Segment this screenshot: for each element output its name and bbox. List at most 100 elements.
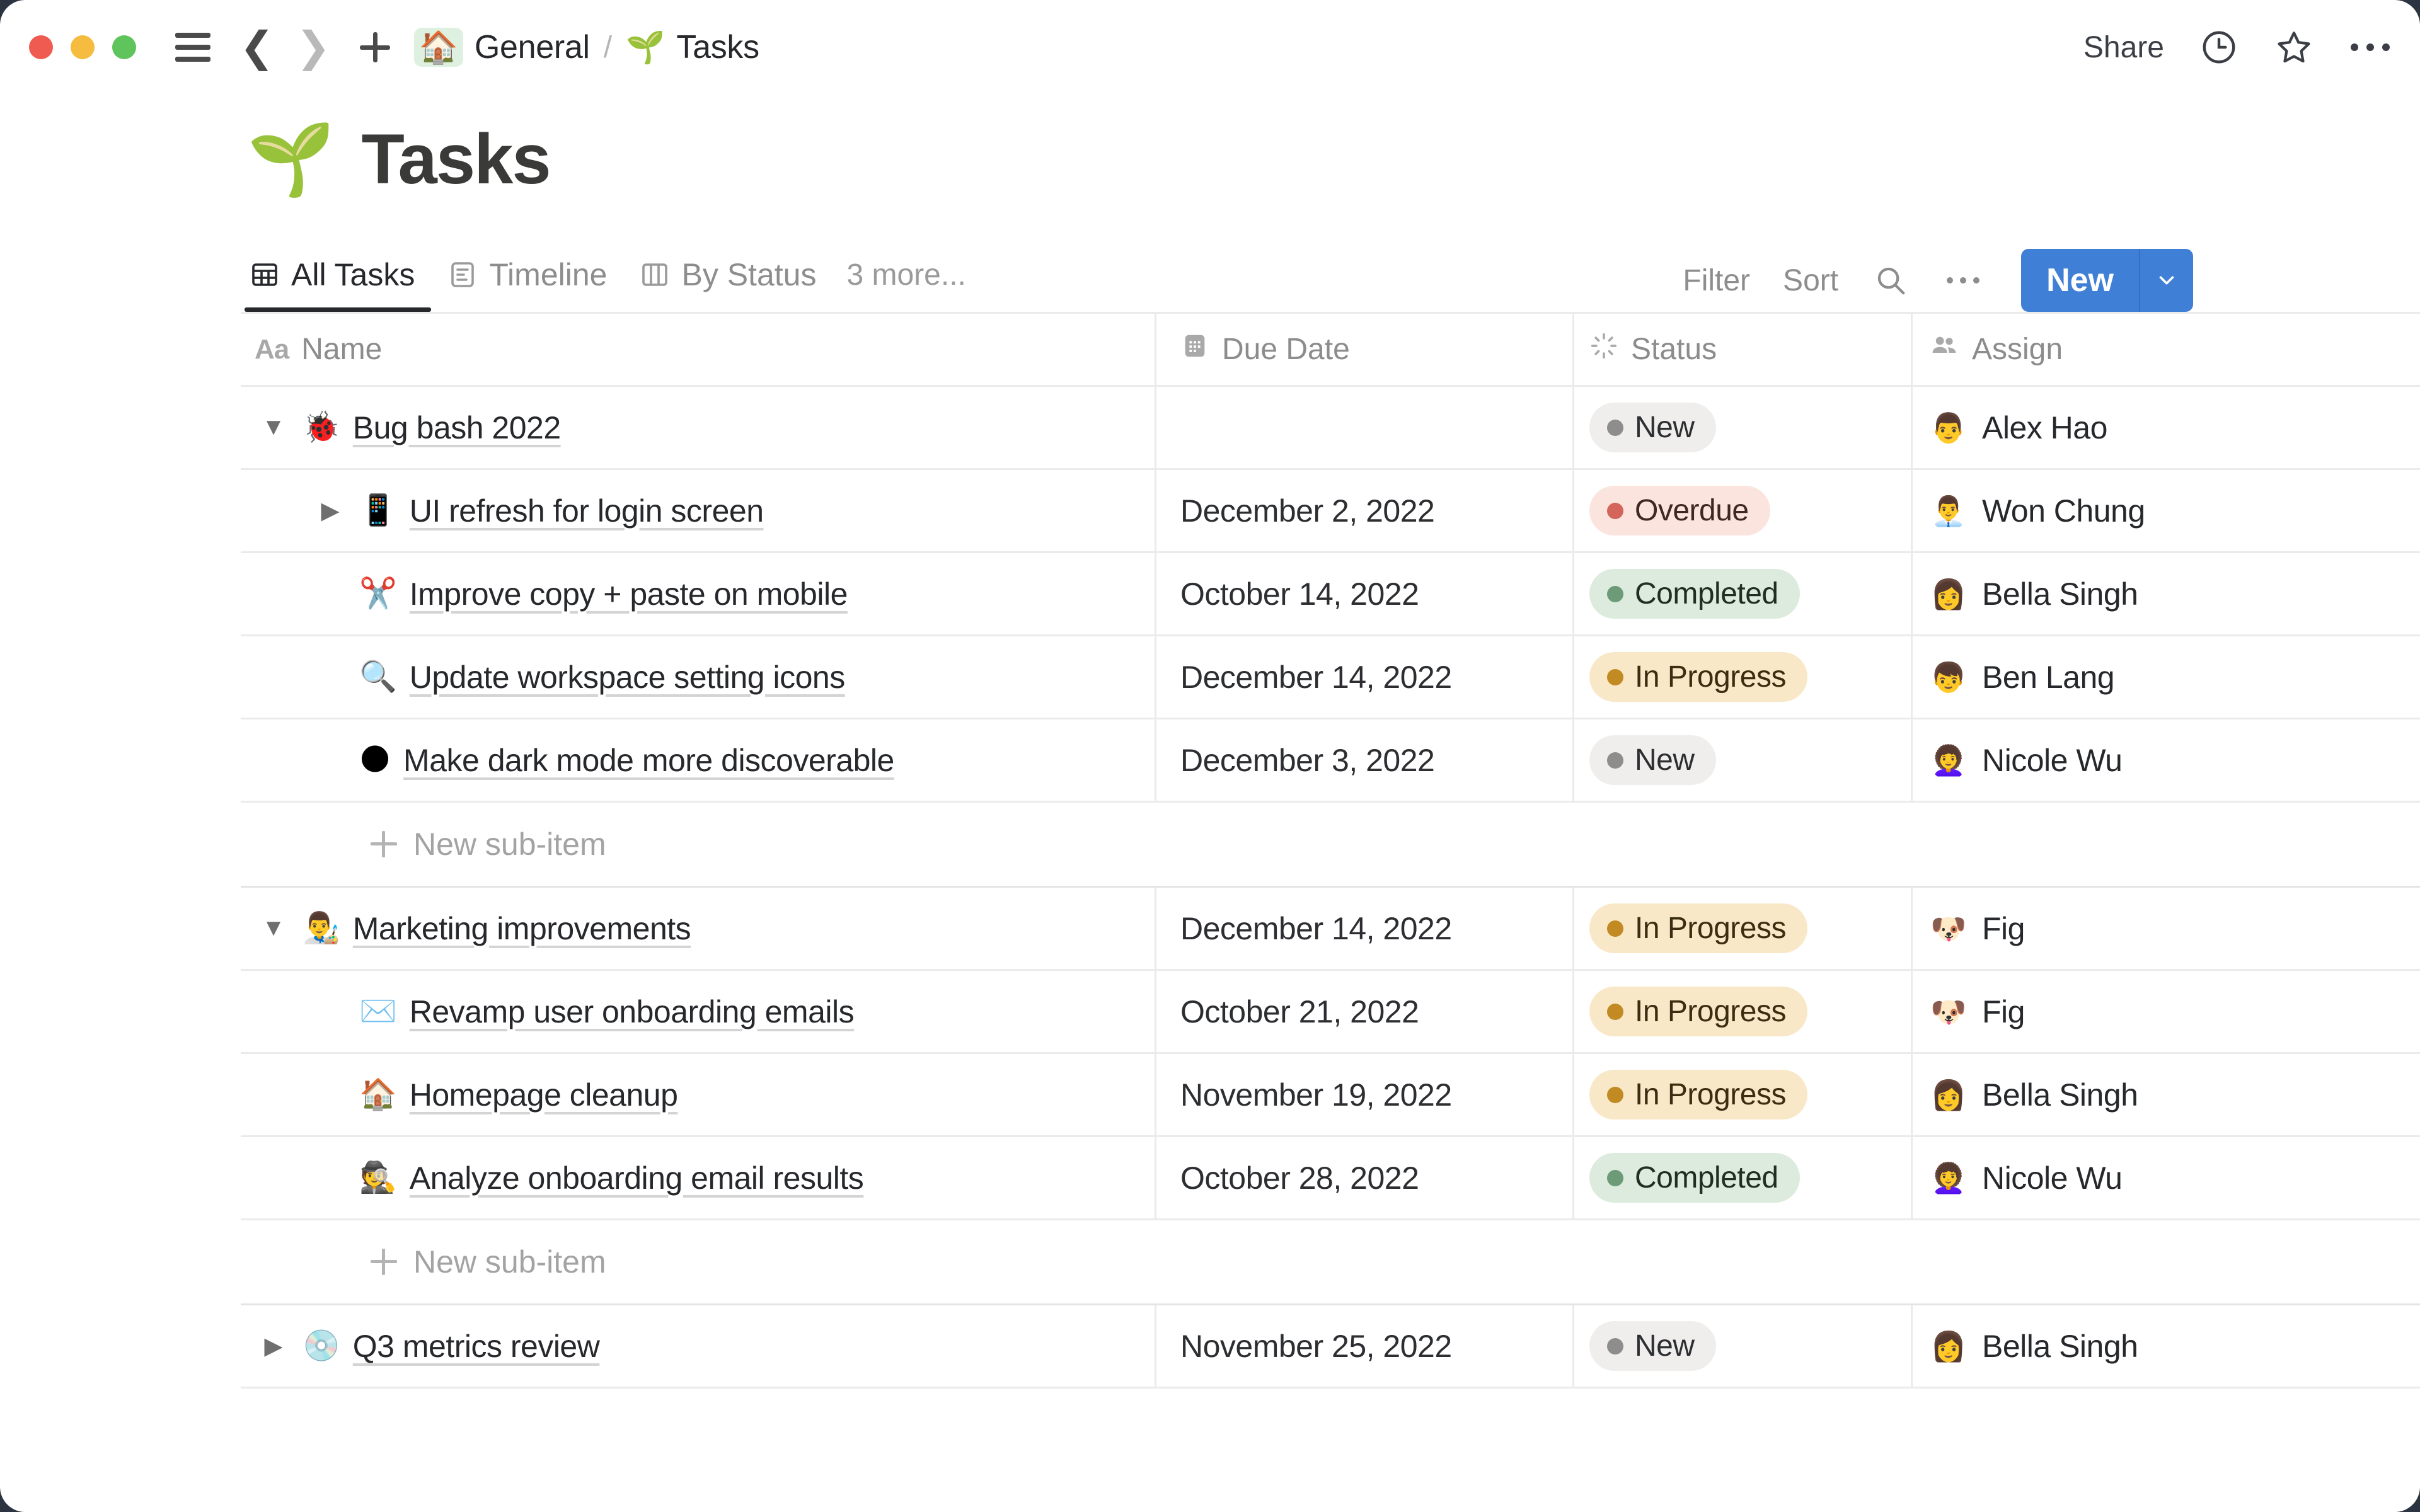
forward-icon[interactable]: ❯ xyxy=(296,23,331,71)
column-header-name[interactable]: Aa Name xyxy=(241,314,1155,385)
cell-status[interactable]: In Progress xyxy=(1572,888,1911,969)
chevron-down-icon[interactable]: ▼ xyxy=(262,414,285,440)
filter-button[interactable]: Filter xyxy=(1683,263,1751,297)
status-dot-icon xyxy=(1607,668,1623,685)
task-name-link[interactable]: Marketing improvements xyxy=(352,910,691,946)
cell-due-date[interactable]: December 2, 2022 xyxy=(1155,470,1572,551)
table-row[interactable]: ▶ 📱 UI refresh for login screen December 2,… xyxy=(241,470,2420,553)
status-label: In Progress xyxy=(1635,1078,1786,1111)
task-name-link[interactable]: Revamp user onboarding emails xyxy=(409,994,855,1029)
cell-assign[interactable]: 👦 Ben Lang xyxy=(1911,636,2420,718)
task-name-link[interactable]: Q3 metrics review xyxy=(352,1328,600,1364)
cell-status[interactable]: In Progress xyxy=(1572,1054,1911,1135)
chevron-right-icon[interactable]: ▶ xyxy=(321,498,340,524)
view-tabbar: All Tasks Timeline By Status xyxy=(245,238,2193,312)
status-label: In Progress xyxy=(1635,660,1786,694)
status-badge: Completed xyxy=(1589,1153,1800,1203)
column-header-assign[interactable]: Assign xyxy=(1911,314,2420,385)
cell-assign[interactable]: 👩 Bella Singh xyxy=(1911,1305,2420,1387)
task-name-link[interactable]: Update workspace setting icons xyxy=(409,659,845,695)
task-name-link[interactable]: Make dark mode more discoverable xyxy=(403,742,894,778)
table-row[interactable]: 🕵️ Analyze onboarding email results Octobe… xyxy=(241,1137,2420,1220)
task-name-link[interactable]: Improve copy + paste on mobile xyxy=(409,576,848,612)
column-header-due-date[interactable]: Due Date xyxy=(1155,314,1572,385)
table-row[interactable]: 🏠 Homepage cleanup November 19, 2022 In Pro… xyxy=(241,1054,2420,1137)
cell-status[interactable]: In Progress xyxy=(1572,971,1911,1052)
cell-status[interactable]: In Progress xyxy=(1572,636,1911,718)
cell-due-date[interactable]: October 28, 2022 xyxy=(1155,1137,1572,1218)
table-row[interactable]: ✂️ Improve copy + paste on mobile October … xyxy=(241,553,2420,636)
cell-due-date[interactable]: December 14, 2022 xyxy=(1155,888,1572,969)
table-row[interactable]: 🌑 Make dark mode more discoverable Decembe… xyxy=(241,719,2420,803)
breadcrumb-item-general[interactable]: 🏠 General xyxy=(413,28,590,67)
table-row[interactable]: 🔍 Update workspace setting icons December … xyxy=(241,636,2420,719)
cell-assign[interactable]: 👩‍🦱 Nicole Wu xyxy=(1911,1137,2420,1218)
cell-status[interactable]: Overdue xyxy=(1572,470,1911,551)
close-window-button[interactable] xyxy=(29,35,53,59)
cell-due-date[interactable] xyxy=(1155,387,1572,468)
cell-due-date[interactable]: November 25, 2022 xyxy=(1155,1305,1572,1387)
back-icon[interactable]: ❮ xyxy=(239,23,275,71)
new-sub-item-row[interactable]: New sub-item xyxy=(241,1220,2420,1305)
table-row[interactable]: ✉️ Revamp user onboarding emails October 2… xyxy=(241,971,2420,1054)
tab-by-status[interactable]: By Status xyxy=(623,238,833,312)
cell-due-date[interactable]: November 19, 2022 xyxy=(1155,1054,1572,1135)
sort-button[interactable]: Sort xyxy=(1783,263,1839,297)
row-emoji-icon: 🌑 xyxy=(359,743,391,777)
status-label: Overdue xyxy=(1635,494,1749,527)
share-button[interactable]: Share xyxy=(2083,30,2164,64)
cell-due-date[interactable]: December 3, 2022 xyxy=(1155,719,1572,801)
cell-due-date[interactable]: December 14, 2022 xyxy=(1155,636,1572,718)
table-row[interactable]: ▼ 🐞 Bug bash 2022 New 👨 Alex Hao xyxy=(241,387,2420,470)
cell-status[interactable]: New xyxy=(1572,719,1911,801)
task-name-link[interactable]: UI refresh for login screen xyxy=(409,493,764,529)
task-name-link[interactable]: Bug bash 2022 xyxy=(352,410,561,445)
table-row[interactable]: ▶ 💿 Q3 metrics review November 25, 2022 New 👩… xyxy=(241,1305,2420,1389)
cell-assign[interactable]: 🐶 Fig xyxy=(1911,971,2420,1052)
breadcrumb-item-tasks[interactable]: 🌱 Tasks xyxy=(626,28,759,66)
board-icon xyxy=(640,260,670,290)
minimize-window-button[interactable] xyxy=(71,35,95,59)
row-emoji-icon: ✂️ xyxy=(359,576,397,610)
new-sub-item-button[interactable]: New sub-item xyxy=(241,803,606,886)
column-header-status[interactable]: Status xyxy=(1572,314,1911,385)
cell-assign[interactable]: 👩 Bella Singh xyxy=(1911,553,2420,634)
new-button[interactable]: New xyxy=(2046,262,2114,299)
cell-assign[interactable]: 👩‍🦱 Nicole Wu xyxy=(1911,719,2420,801)
task-name-link[interactable]: Homepage cleanup xyxy=(409,1077,678,1113)
view-more-icon[interactable] xyxy=(1927,275,2000,286)
column-label-assign: Assign xyxy=(1972,333,2063,366)
cell-status[interactable]: Completed xyxy=(1572,553,1911,634)
new-sub-item-row[interactable]: New sub-item xyxy=(241,803,2420,888)
menu-icon[interactable] xyxy=(175,33,210,62)
breadcrumb-label-general: General xyxy=(474,29,590,66)
history-icon[interactable] xyxy=(2199,28,2238,67)
cell-assign[interactable]: 🐶 Fig xyxy=(1911,888,2420,969)
task-name-link[interactable]: Analyze onboarding email results xyxy=(409,1160,864,1196)
maximize-window-button[interactable] xyxy=(112,35,136,59)
cell-due-date[interactable]: October 21, 2022 xyxy=(1155,971,1572,1052)
avatar: 👩 xyxy=(1930,1078,1967,1111)
tab-all-tasks[interactable]: All Tasks xyxy=(245,238,432,312)
assignee: 👩‍🦱 Nicole Wu xyxy=(1929,1159,2123,1198)
cell-status[interactable]: New xyxy=(1572,387,1911,468)
cell-due-date[interactable]: October 14, 2022 xyxy=(1155,553,1572,634)
chevron-down-icon[interactable]: ▼ xyxy=(262,915,285,941)
table-row[interactable]: ▼ 👨‍🎨 Marketing improvements December 14, 2… xyxy=(241,888,2420,971)
plus-icon[interactable] xyxy=(355,27,395,67)
chevron-right-icon[interactable]: ▶ xyxy=(264,1333,283,1360)
search-icon[interactable] xyxy=(1855,263,1927,297)
cell-status[interactable]: New xyxy=(1572,1305,1911,1387)
cell-status[interactable]: Completed xyxy=(1572,1137,1911,1218)
new-sub-item-button[interactable]: New sub-item xyxy=(241,1220,606,1303)
more-views-button[interactable]: 3 more... xyxy=(846,258,966,292)
cell-assign[interactable]: 👨 Alex Hao xyxy=(1911,387,2420,468)
cell-assign[interactable]: 👨‍💼 Won Chung xyxy=(1911,470,2420,551)
avatar: 👨 xyxy=(1930,411,1967,444)
star-icon[interactable] xyxy=(2274,27,2314,67)
breadcrumb: 🏠 General / 🌱 Tasks xyxy=(413,28,759,67)
cell-assign[interactable]: 👩 Bella Singh xyxy=(1911,1054,2420,1135)
more-icon[interactable] xyxy=(2349,40,2391,54)
chevron-down-icon[interactable] xyxy=(2139,249,2193,312)
tab-timeline[interactable]: Timeline xyxy=(431,238,623,312)
